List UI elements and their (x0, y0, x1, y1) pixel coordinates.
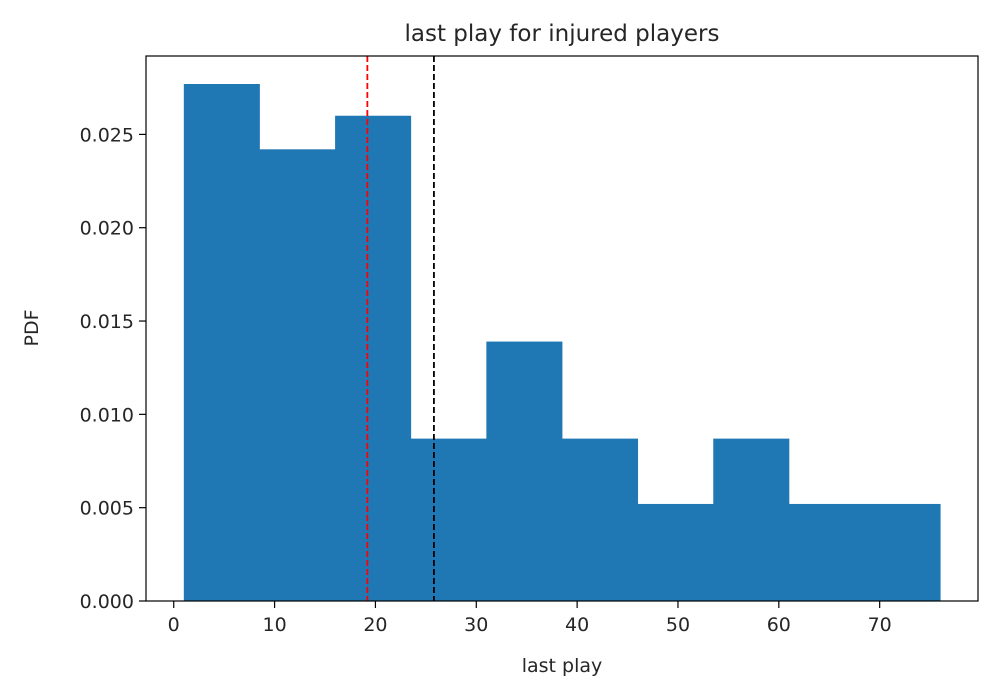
y-tick-label-5: 0.025 (80, 124, 134, 146)
y-tick-label-4: 0.020 (80, 218, 134, 240)
histogram-bar-7 (713, 438, 790, 601)
x-tick-label-1: 10 (262, 614, 286, 636)
x-tick-label-0: 0 (168, 614, 180, 636)
x-tick-label-2: 20 (363, 614, 387, 636)
x-tick-label-3: 30 (464, 614, 488, 636)
chart-title: last play for injured players (405, 21, 720, 47)
histogram-bar-1 (259, 149, 336, 602)
y-tick-label-3: 0.015 (80, 311, 134, 333)
y-tick-label-0: 0.000 (80, 591, 134, 613)
plot-frame (145, 55, 979, 602)
histogram-bar-6 (637, 503, 714, 601)
x-tick-label-5: 50 (666, 614, 690, 636)
x-tick-label-6: 60 (767, 614, 791, 636)
x-axis-label: last play (522, 655, 603, 677)
histogram-bar-2 (335, 115, 412, 602)
histogram-bar-9 (864, 503, 941, 601)
x-tick-label-7: 70 (868, 614, 892, 636)
y-tick-label-2: 0.010 (80, 404, 134, 426)
y-axis-ticks: 0.000 0.005 0.010 0.015 0.020 0.025 (80, 124, 146, 613)
histogram-bars (183, 83, 941, 602)
histogram-bar-3 (410, 438, 487, 601)
x-axis-ticks: 0 10 20 30 40 50 60 70 (168, 601, 892, 636)
histogram-bar-4 (486, 341, 563, 601)
y-tick-label-1: 0.005 (80, 498, 134, 520)
reference-lines (366, 56, 435, 601)
histogram-bar-0 (183, 83, 260, 601)
y-axis-label: PDF (21, 309, 43, 346)
histogram-bar-8 (788, 503, 865, 601)
histogram-bar-5 (562, 438, 639, 601)
x-tick-label-4: 40 (565, 614, 589, 636)
